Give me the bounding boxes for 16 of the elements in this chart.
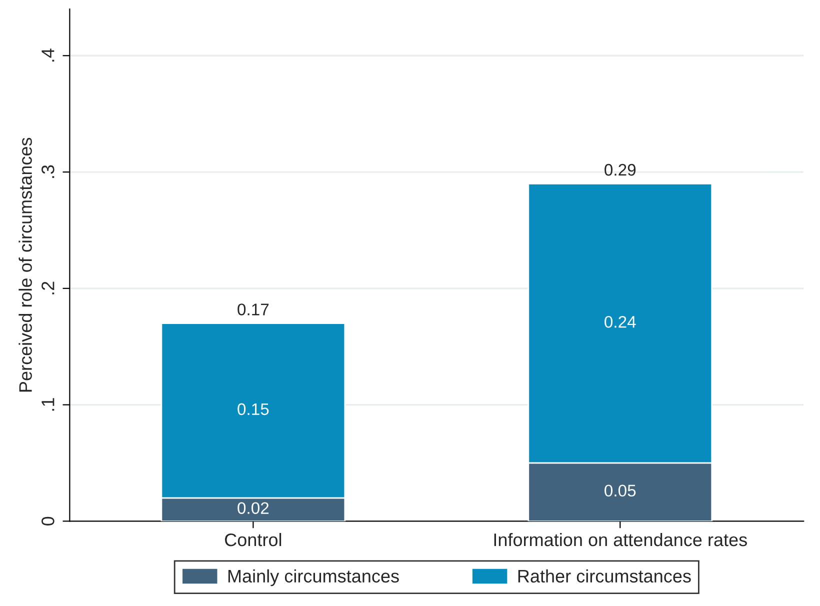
total-label: 0.29 bbox=[604, 164, 636, 176]
data-label: 0.05 bbox=[604, 484, 636, 497]
x-tick-label: Information on attendance rates bbox=[494, 532, 747, 546]
y-tick-label: .3 bbox=[42, 165, 54, 178]
legend-label: Rather circumstances bbox=[518, 569, 691, 583]
data-label: 0.02 bbox=[238, 502, 269, 514]
total-label: 0.17 bbox=[238, 304, 269, 316]
data-label: 0.15 bbox=[238, 403, 269, 416]
y-axis-title: Perceived role of circumstances bbox=[18, 138, 32, 392]
y-tick-label: .1 bbox=[42, 398, 54, 411]
data-label: 0.24 bbox=[604, 316, 636, 328]
y-tick-label: .4 bbox=[42, 48, 54, 62]
x-tick-label: Control bbox=[224, 532, 282, 546]
legend-label: Mainly circumstances bbox=[228, 569, 399, 586]
y-tick-label: .2 bbox=[42, 282, 54, 294]
y-tick-label: 0 bbox=[42, 516, 54, 526]
